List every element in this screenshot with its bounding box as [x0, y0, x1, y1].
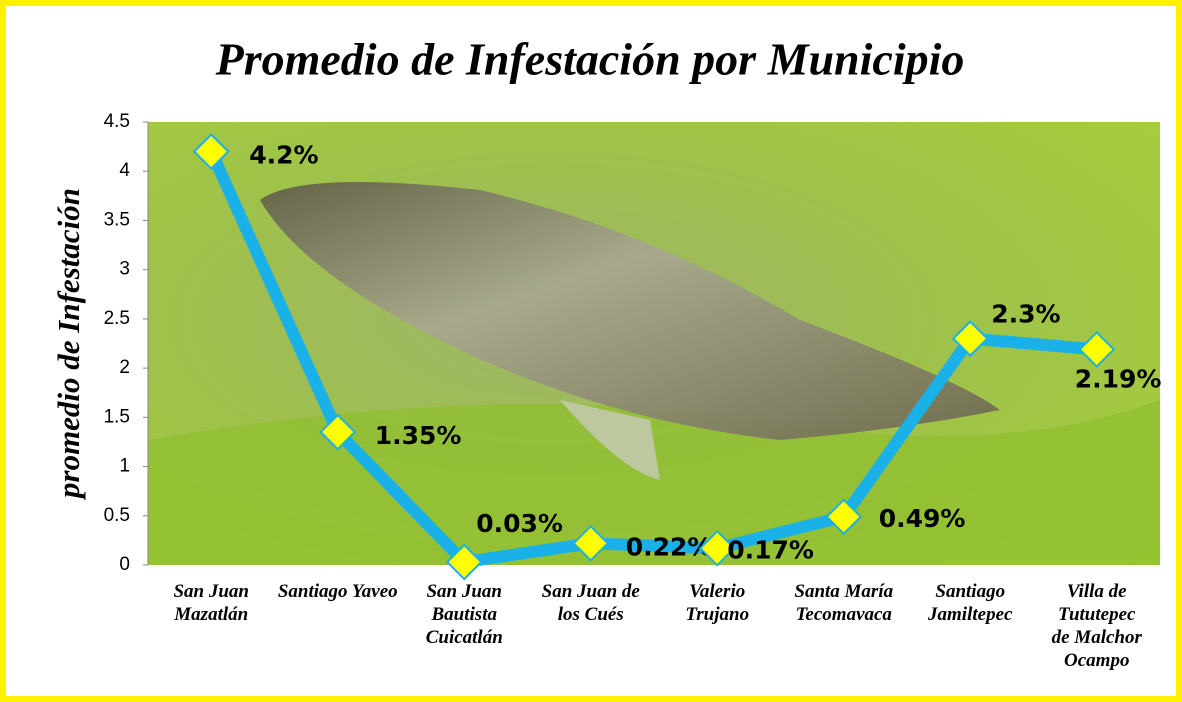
- data-label: 4.2%: [249, 141, 318, 170]
- y-tick-label: 0.5: [104, 505, 130, 526]
- y-tick-label: 4.5: [104, 111, 130, 132]
- data-label: 0.49%: [879, 504, 966, 533]
- y-tick-label: 2: [119, 357, 130, 378]
- y-tick-label: 3: [119, 259, 130, 280]
- chart-frame: Promedio de Infestación por Municipio pr…: [0, 0, 1182, 702]
- x-tick-label: San Juan de los Cués: [529, 580, 653, 626]
- y-tick-label: 2.5: [104, 308, 130, 329]
- data-label: 1.35%: [375, 421, 462, 450]
- y-tick-label: 1: [119, 456, 130, 477]
- chart-title: Promedio de Infestación por Municipio: [215, 34, 965, 85]
- x-tick-label: Santa María Tecomavaca: [782, 580, 906, 626]
- x-tick-label: San Juan Bautista Cuicatlán: [402, 580, 526, 649]
- x-tick-label: Villa de Tututepec de Malchor Ocampo: [1047, 580, 1147, 672]
- data-label: 0.17%: [727, 535, 814, 564]
- y-tick-label: 0: [119, 554, 130, 575]
- x-tick-label: Valerio Trujano: [655, 580, 779, 626]
- y-tick-label: 3.5: [104, 209, 130, 230]
- x-tick-label: San Juan Mazatlán: [149, 580, 273, 626]
- y-tick-label: 1.5: [104, 406, 130, 427]
- y-tick-label: 4: [119, 160, 130, 181]
- x-tick-label: Santiago Jamiltepec: [908, 580, 1032, 626]
- data-label: 2.3%: [991, 300, 1060, 329]
- x-tick-label: Santiago Yaveo: [276, 580, 400, 603]
- y-axis-label: promedio de Infestación: [51, 188, 86, 501]
- data-label: 0.03%: [476, 509, 563, 538]
- data-label: 0.22%: [626, 532, 713, 561]
- data-label: 2.19%: [1075, 364, 1162, 393]
